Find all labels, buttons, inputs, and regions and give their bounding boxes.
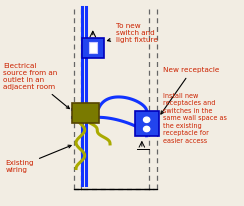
Text: Electrical
source from an
outlet in an
adjacent room: Electrical source from an outlet in an a…	[3, 63, 69, 109]
Text: Existing
wiring: Existing wiring	[5, 145, 71, 173]
Bar	[72, 103, 99, 123]
Bar	[135, 111, 159, 136]
Circle shape	[143, 117, 150, 122]
Circle shape	[143, 126, 150, 132]
Text: New receptacle: New receptacle	[161, 67, 220, 114]
Bar	[89, 42, 97, 53]
Bar	[82, 37, 103, 58]
Text: Install new
receptacles and
switches in the
same wall space as
the existing
rece: Install new receptacles and switches in …	[163, 93, 227, 144]
Text: To new
switch and
light fixture: To new switch and light fixture	[107, 23, 157, 43]
